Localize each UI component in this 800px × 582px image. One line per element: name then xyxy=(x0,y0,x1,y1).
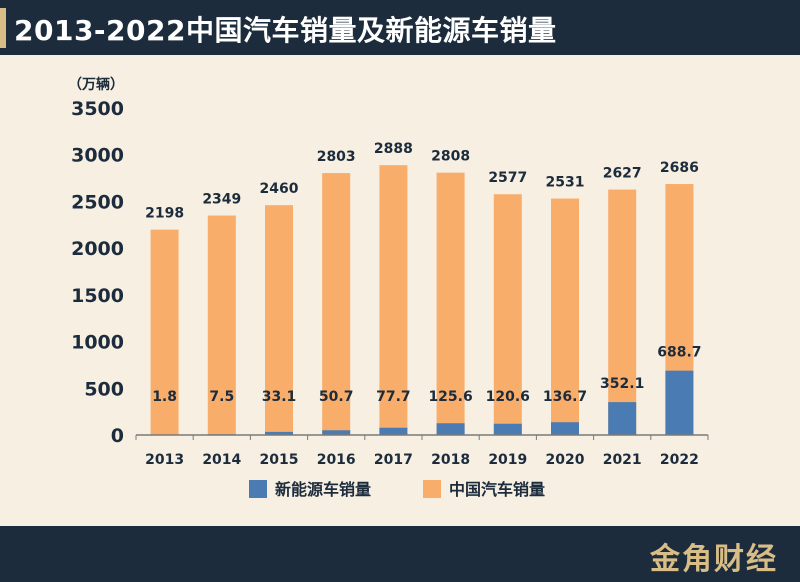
y-tick-label: 500 xyxy=(84,378,124,400)
x-tick-label: 2014 xyxy=(202,452,241,468)
x-tick-label: 2020 xyxy=(546,452,585,468)
nev-value-label: 136.7 xyxy=(543,389,587,405)
legend-label-total: 中国汽车销量 xyxy=(449,480,545,499)
bar-nev xyxy=(322,430,351,435)
nev-value-label: 1.8 xyxy=(152,389,177,405)
total-value-label: 2888 xyxy=(374,141,413,157)
x-tick-label: 2022 xyxy=(660,452,699,468)
bar-total xyxy=(551,198,579,435)
y-tick-label: 3500 xyxy=(71,98,124,120)
x-tick-label: 2021 xyxy=(603,452,642,468)
total-value-label: 2577 xyxy=(488,170,527,186)
bar-total xyxy=(322,173,351,435)
page-title: 2013-2022中国汽车销量及新能源车销量 xyxy=(14,14,557,47)
footer-bar: 金角财经 xyxy=(0,526,800,582)
bar-total xyxy=(265,205,293,435)
y-tick-label: 2500 xyxy=(71,191,124,213)
y-tick-label: 1000 xyxy=(71,332,124,354)
bar-nev xyxy=(551,422,579,435)
legend-swatch-nev xyxy=(249,480,267,498)
y-tick-label: 2000 xyxy=(71,238,124,260)
x-tick-label: 2019 xyxy=(488,452,527,468)
nev-value-label: 125.6 xyxy=(428,389,472,405)
header-bar: 2013-2022中国汽车销量及新能源车销量 xyxy=(0,0,800,55)
nev-value-label: 50.7 xyxy=(319,389,354,405)
legend-label-nev: 新能源车销量 xyxy=(275,480,371,499)
total-value-label: 2803 xyxy=(317,149,356,165)
bar-nev xyxy=(493,423,522,435)
bar-nev xyxy=(436,423,465,435)
total-value-label: 2627 xyxy=(603,166,642,182)
bar-total xyxy=(436,172,465,435)
header-accent xyxy=(0,8,6,48)
bar-nev xyxy=(665,370,694,435)
y-axis-unit: （万辆） xyxy=(68,76,124,93)
total-value-label: 2460 xyxy=(260,181,299,197)
x-tick-label: 2017 xyxy=(374,452,413,468)
nev-value-label: 352.1 xyxy=(600,376,644,392)
x-tick-label: 2015 xyxy=(260,452,299,468)
x-tick-label: 2018 xyxy=(431,452,470,468)
total-value-label: 2349 xyxy=(202,192,241,208)
nev-value-label: 33.1 xyxy=(262,389,297,405)
x-tick-label: 2013 xyxy=(145,452,184,468)
bar-total xyxy=(608,189,637,435)
x-tick-label: 2016 xyxy=(317,452,356,468)
bar-nev xyxy=(265,431,293,435)
total-value-label: 2198 xyxy=(145,206,184,222)
nev-value-label: 77.7 xyxy=(376,389,411,405)
bar-total xyxy=(150,229,179,435)
bar-nev xyxy=(608,402,637,435)
bar-total xyxy=(493,194,522,435)
brand-logo: 金角财经 xyxy=(650,542,778,577)
y-tick-label: 1500 xyxy=(71,285,124,307)
bar-total xyxy=(379,165,408,435)
legend-swatch-total xyxy=(423,480,441,498)
total-value-label: 2808 xyxy=(431,149,470,165)
total-value-label: 2531 xyxy=(546,175,585,191)
bar-nev xyxy=(379,427,408,435)
nev-value-label: 120.6 xyxy=(486,389,530,405)
total-value-label: 2686 xyxy=(660,160,699,176)
nev-value-label: 7.5 xyxy=(209,389,234,405)
y-tick-label: 3000 xyxy=(71,145,124,167)
bar-total xyxy=(207,215,236,435)
y-tick-label: 0 xyxy=(111,425,124,447)
bar-chart: （万辆） 0 500 1000 1500 2000 2500 3000 3500 2198 1.8 2… xyxy=(68,76,709,499)
nev-value-label: 688.7 xyxy=(657,345,701,361)
